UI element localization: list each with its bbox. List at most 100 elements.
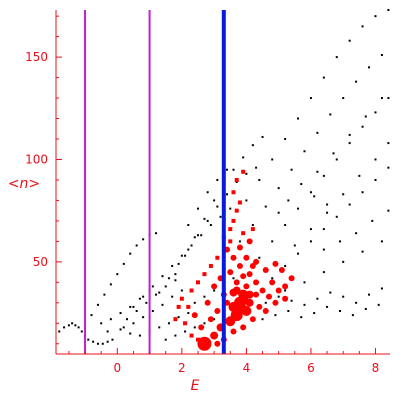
black-point — [242, 156, 245, 159]
red-point — [195, 280, 200, 285]
black-point — [284, 289, 287, 292]
red-point — [202, 272, 207, 277]
black-point — [92, 340, 95, 343]
black-point — [193, 301, 196, 304]
black-point — [161, 275, 164, 278]
black-point — [161, 303, 164, 306]
black-point — [142, 316, 145, 319]
red-point — [214, 340, 221, 347]
black-point — [374, 178, 377, 181]
black-point — [300, 183, 303, 186]
black-point — [258, 256, 261, 259]
black-point — [277, 211, 280, 214]
red-point — [275, 287, 282, 294]
black-point — [87, 338, 90, 341]
black-point — [284, 138, 287, 140]
black-point — [261, 135, 264, 138]
black-point — [361, 250, 364, 253]
black-point — [374, 15, 377, 18]
x-tick-label: 4 — [243, 361, 251, 375]
red-point — [282, 283, 289, 290]
red-point — [259, 287, 266, 294]
black-point — [100, 322, 103, 325]
black-point — [187, 312, 190, 315]
black-point — [235, 181, 238, 183]
black-point — [387, 9, 390, 11]
y-tick-label: 100 — [25, 152, 48, 166]
black-point — [271, 158, 274, 161]
black-point — [251, 144, 254, 147]
black-point — [206, 191, 209, 194]
black-point — [90, 314, 93, 317]
black-point — [322, 228, 325, 231]
x-ticks: 0 2 4 6 8 — [68, 348, 379, 375]
black-point — [361, 191, 364, 194]
black-point — [138, 334, 141, 337]
black-point — [364, 307, 367, 310]
red-point — [253, 279, 260, 286]
red-point — [228, 239, 233, 244]
y-tick-label: 50 — [33, 255, 48, 269]
black-point — [129, 305, 132, 308]
black-point — [342, 97, 345, 100]
red-point — [288, 275, 295, 282]
black-point — [380, 287, 383, 290]
black-point — [135, 310, 138, 312]
black-point — [229, 207, 232, 210]
black-point — [213, 199, 216, 202]
black-point — [238, 240, 241, 243]
black-point — [122, 326, 125, 329]
red-point — [269, 279, 276, 286]
black-point — [313, 195, 316, 198]
black-point — [174, 279, 177, 282]
black-point — [322, 76, 325, 79]
black-point — [125, 318, 128, 321]
black-point — [377, 303, 380, 306]
black-point — [101, 342, 104, 345]
black-point — [171, 264, 174, 267]
black-point — [332, 152, 335, 155]
black-point — [180, 254, 183, 257]
black-point — [103, 293, 106, 296]
black-point — [77, 326, 80, 329]
black-point — [380, 97, 383, 100]
x-tick-label: 2 — [178, 361, 186, 375]
black-point — [109, 318, 112, 321]
red-point — [234, 177, 239, 182]
red-point — [256, 303, 263, 310]
black-point — [309, 191, 312, 194]
black-point — [232, 277, 235, 280]
black-point — [326, 305, 329, 308]
black-point — [313, 312, 316, 315]
red-point — [240, 324, 247, 331]
red-point — [245, 290, 254, 299]
black-point — [151, 285, 154, 288]
black-point — [132, 322, 135, 325]
red-point — [176, 304, 181, 309]
black-point — [335, 158, 338, 161]
black-point — [196, 207, 199, 210]
black-point — [213, 289, 216, 292]
black-point — [174, 334, 177, 337]
black-point — [348, 39, 351, 42]
red-point — [183, 321, 188, 326]
black-point — [284, 264, 287, 267]
red-point — [246, 238, 253, 245]
red-point — [237, 200, 242, 205]
black-point — [206, 219, 209, 222]
black-point — [142, 295, 145, 298]
black-point — [158, 291, 161, 294]
black-point — [135, 244, 138, 247]
black-point — [342, 260, 345, 263]
black-point — [361, 125, 364, 128]
black-point — [216, 178, 219, 181]
black-point — [255, 166, 258, 169]
red-point — [243, 254, 250, 261]
red-point — [272, 299, 279, 306]
y-ticks: 50 100 150 — [25, 15, 62, 345]
red-point — [191, 312, 198, 319]
red-point — [211, 283, 218, 290]
black-point — [351, 314, 354, 317]
red-point — [250, 227, 255, 232]
